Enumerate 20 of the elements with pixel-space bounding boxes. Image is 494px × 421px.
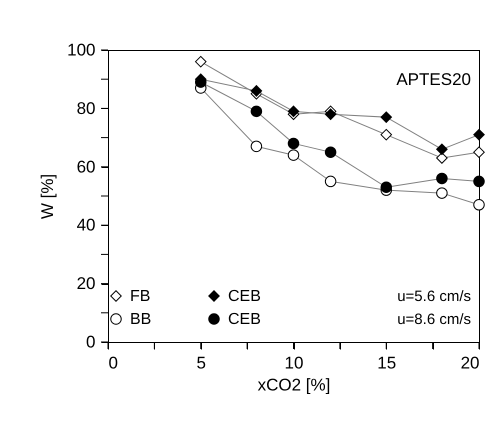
x-tick-label: 15 <box>377 354 396 372</box>
x-tick-label: 0 <box>108 354 118 372</box>
y-tick-label: 0 <box>86 332 96 352</box>
y-tick-label: 20 <box>76 274 96 294</box>
x-axis-title: xCO2 [%] <box>258 376 330 394</box>
annotation: u=5.6 cm/s <box>397 288 471 305</box>
legend-label: FB <box>130 288 150 305</box>
legend-label: CEB <box>228 311 261 328</box>
legend-label: CEB <box>228 288 261 305</box>
y-tick-label: 40 <box>76 216 96 235</box>
x-tick-label: 5 <box>196 354 206 372</box>
annotation: APTES20 <box>396 70 471 89</box>
x-tick-label: 10 <box>284 354 304 372</box>
y-axis-title: W [%] <box>38 174 58 220</box>
y-tick-label: 80 <box>76 98 96 118</box>
y-tick-label: 100 <box>67 40 96 60</box>
legend-label: BB <box>130 311 152 328</box>
x-tick-label: 20 <box>460 354 480 372</box>
y-tick-label: 60 <box>76 157 96 176</box>
annotation: u=8.6 cm/s <box>397 311 471 328</box>
